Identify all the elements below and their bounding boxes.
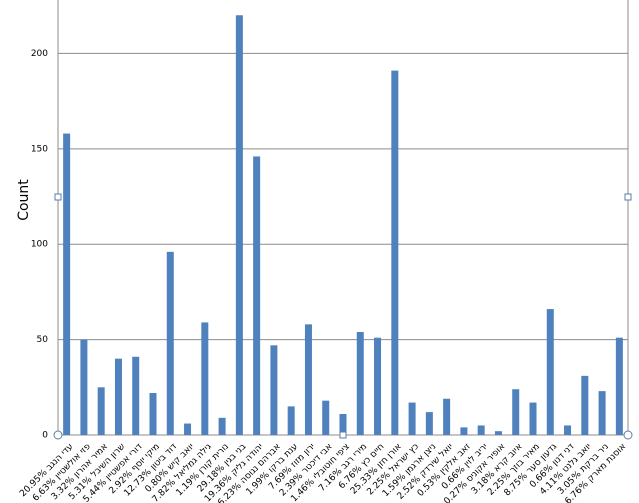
bar (166, 251, 174, 435)
bar (132, 356, 140, 435)
bar (304, 324, 312, 435)
bar (339, 414, 347, 435)
bar (598, 391, 606, 435)
bar (322, 400, 330, 435)
bar (356, 331, 364, 435)
bar (546, 309, 554, 435)
bar (425, 412, 433, 435)
bar (253, 156, 261, 435)
y-tick-label: 50 (37, 335, 49, 345)
bar (149, 393, 157, 435)
bar (63, 133, 71, 436)
bar (460, 427, 468, 435)
bar (270, 345, 278, 435)
y-axis-label: Count (16, 179, 32, 221)
bar (512, 389, 520, 435)
bar (615, 337, 623, 435)
bar (184, 423, 192, 435)
bar (581, 375, 589, 435)
y-tick-label: 0 (42, 431, 48, 441)
bar (97, 387, 105, 435)
bar (529, 402, 537, 435)
selection-handle (54, 193, 62, 201)
bar (477, 425, 485, 435)
y-tick-label: 150 (31, 144, 48, 154)
selection-handle (53, 430, 63, 440)
bar (218, 417, 226, 435)
bar (114, 358, 122, 435)
bar (443, 398, 451, 435)
bar (374, 337, 382, 435)
selection-handle (624, 193, 632, 201)
selection-handle (339, 431, 347, 439)
bar (287, 406, 295, 435)
y-tick-label: 200 (31, 49, 48, 59)
bar (80, 339, 88, 435)
y-tick-label: 100 (31, 240, 48, 250)
bar (564, 425, 572, 435)
bar (391, 70, 399, 435)
bar (201, 322, 209, 435)
bar (235, 15, 243, 436)
bar (494, 431, 502, 435)
selection-handle (623, 430, 633, 440)
bar (408, 402, 416, 435)
